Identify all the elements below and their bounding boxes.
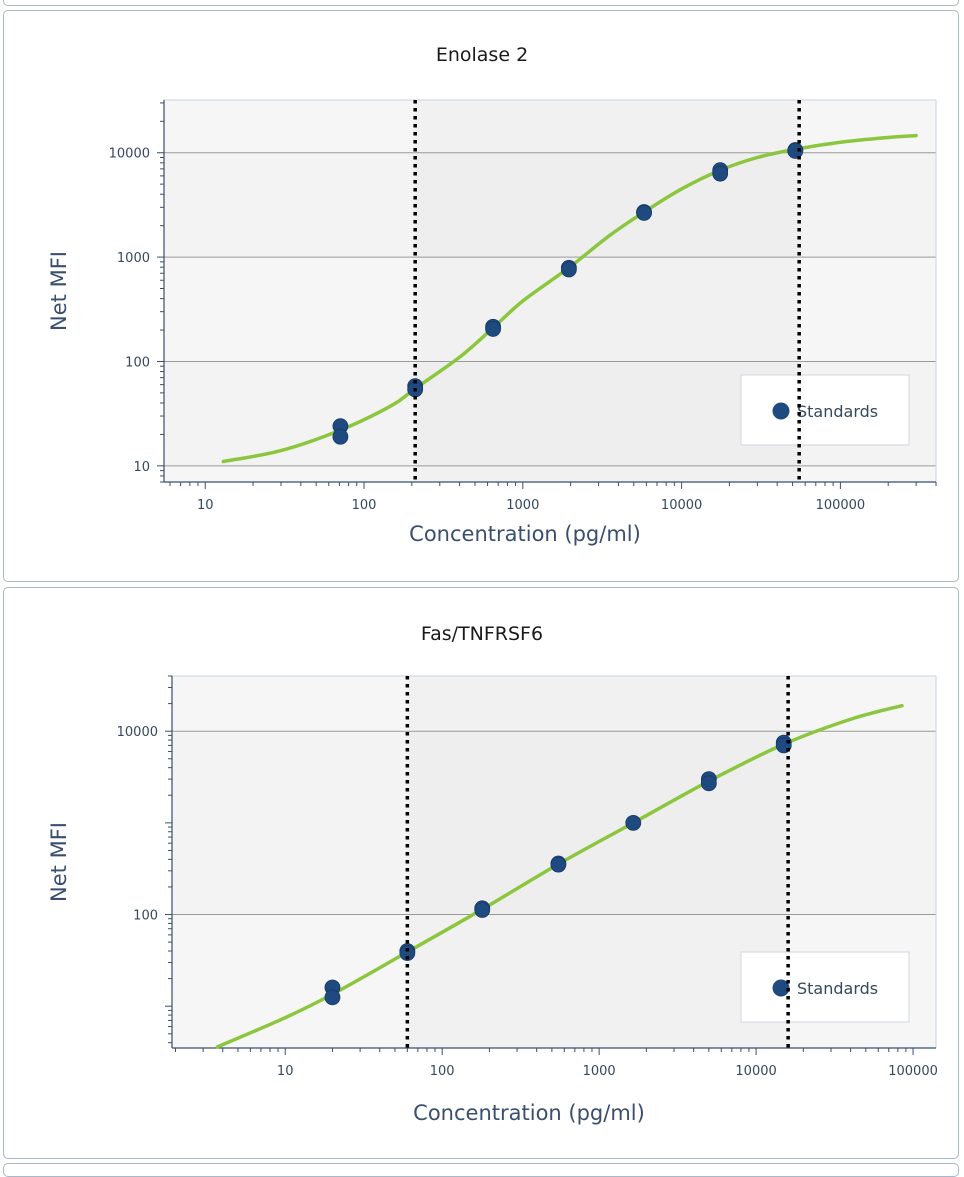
y-tick-label: 100 <box>133 909 158 924</box>
legend-marker <box>772 402 790 420</box>
standard-point <box>787 143 804 159</box>
y-tick-label: 10000 <box>117 725 158 740</box>
plot-band <box>172 731 936 915</box>
x-tick-label: 100000 <box>816 498 866 513</box>
plot-band <box>164 152 936 258</box>
next-panel-edge <box>3 1163 959 1177</box>
y-axis-title: Net MFI <box>47 822 71 902</box>
chart-title: Fas/TNFRSF6 <box>421 623 543 645</box>
standard-point <box>636 205 652 221</box>
standard-point <box>712 165 729 182</box>
x-axis-title: Concentration (pg/ml) <box>409 522 641 546</box>
x-tick-label: 1000 <box>583 1064 616 1079</box>
x-tick-label: 100 <box>352 498 377 513</box>
x-tick-label: 10 <box>277 1064 294 1079</box>
y-axis-title: Net MFI <box>47 251 71 331</box>
legend-box <box>740 374 910 446</box>
previous-panel-edge <box>3 0 959 6</box>
chart-title: Enolase 2 <box>436 44 528 66</box>
standard-point <box>625 814 642 831</box>
x-tick-label: 10000 <box>735 1064 776 1079</box>
x-tick-label: 100000 <box>888 1064 938 1079</box>
fas-tnfrsf6-chart: 10 100 1000 10000 100000 100 10000 Fas/TNFRSF6 C… <box>47 623 938 1125</box>
x-tick-label: 10000 <box>661 498 702 513</box>
legend-label: Standards <box>797 979 878 998</box>
standard-point <box>485 321 502 337</box>
x-tick-label: 1000 <box>506 498 539 513</box>
x-tick-label: 100 <box>430 1064 455 1079</box>
x-tick-label: 10 <box>197 498 214 513</box>
standard-point <box>474 902 491 918</box>
y-tick-label: 1000 <box>117 251 150 266</box>
enolase-2-chart: 10 100 1000 10000 100000 10 100 1000 10000 Enolas… <box>47 44 937 546</box>
standard-point <box>560 261 577 278</box>
legend-box <box>740 951 910 1023</box>
x-axis-title: Concentration (pg/ml) <box>413 1101 645 1125</box>
standard-point <box>332 428 349 445</box>
y-tick-label: 100 <box>125 355 150 370</box>
standard-point <box>399 945 416 961</box>
y-tick-label: 10 <box>133 460 150 475</box>
standard-point <box>700 775 717 792</box>
y-tick-label: 10000 <box>109 147 150 162</box>
legend-marker <box>772 979 790 997</box>
standard-point <box>550 856 567 873</box>
legend-label: Standards <box>797 402 878 421</box>
chart-panel-fas-tnfrsf6: 10 100 1000 10000 100000 100 10000 Fas/TNFRSF6 C… <box>3 587 959 1159</box>
standard-point <box>324 989 341 1006</box>
chart-panel-enolase-2: 10 100 1000 10000 100000 10 100 1000 10000 Enolas… <box>3 10 959 582</box>
quantitation-range <box>407 676 788 1048</box>
